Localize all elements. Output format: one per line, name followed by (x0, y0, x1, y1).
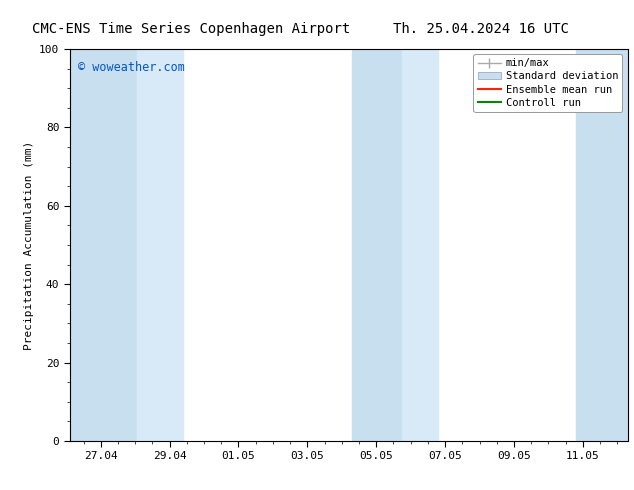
Y-axis label: Precipitation Accumulation (mm): Precipitation Accumulation (mm) (23, 140, 34, 350)
Text: Th. 25.04.2024 16 UTC: Th. 25.04.2024 16 UTC (393, 22, 569, 36)
Bar (402, 49, 438, 441)
Bar (137, 49, 183, 441)
Bar (70, 49, 137, 441)
Bar (352, 49, 402, 441)
Legend: min/max, Standard deviation, Ensemble mean run, Controll run: min/max, Standard deviation, Ensemble me… (474, 54, 623, 112)
Bar (576, 49, 628, 441)
Text: © woweather.com: © woweather.com (78, 61, 185, 74)
Text: CMC-ENS Time Series Copenhagen Airport: CMC-ENS Time Series Copenhagen Airport (32, 22, 350, 36)
